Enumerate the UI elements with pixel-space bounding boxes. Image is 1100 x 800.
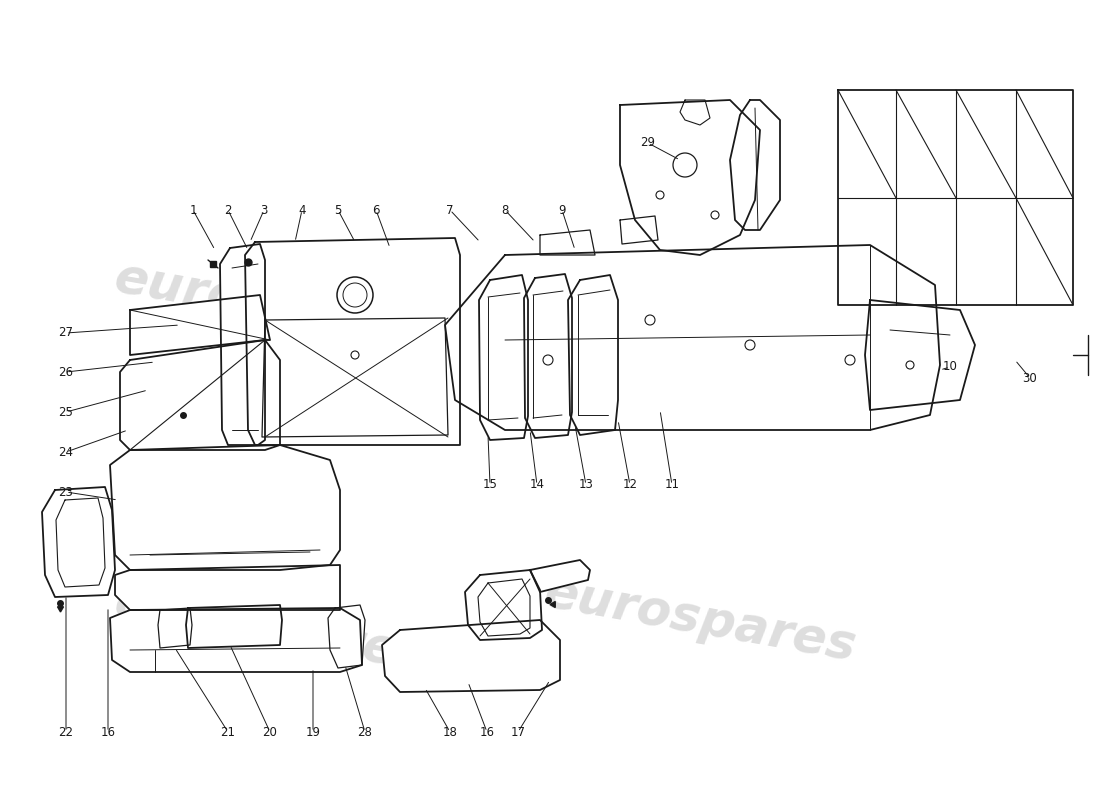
Polygon shape bbox=[620, 216, 658, 244]
Polygon shape bbox=[446, 245, 940, 430]
Text: 24: 24 bbox=[58, 446, 74, 458]
Polygon shape bbox=[158, 608, 192, 648]
Text: 8: 8 bbox=[502, 203, 508, 217]
Text: 21: 21 bbox=[220, 726, 235, 738]
Text: 30: 30 bbox=[1023, 371, 1037, 385]
Polygon shape bbox=[838, 90, 1072, 305]
Text: 20: 20 bbox=[263, 726, 277, 738]
Polygon shape bbox=[540, 230, 595, 255]
Polygon shape bbox=[478, 579, 530, 636]
Text: 22: 22 bbox=[58, 726, 74, 738]
Text: eurospares: eurospares bbox=[560, 244, 880, 346]
Polygon shape bbox=[56, 498, 104, 587]
Text: 13: 13 bbox=[579, 478, 593, 491]
Text: eurospares: eurospares bbox=[540, 569, 860, 671]
Text: 7: 7 bbox=[447, 203, 453, 217]
Text: 5: 5 bbox=[334, 203, 342, 217]
Text: 23: 23 bbox=[58, 486, 74, 498]
Text: 16: 16 bbox=[480, 726, 495, 738]
Text: 2: 2 bbox=[224, 203, 232, 217]
Text: 27: 27 bbox=[58, 326, 74, 339]
Text: 4: 4 bbox=[298, 203, 306, 217]
Text: eurospares: eurospares bbox=[110, 254, 430, 356]
Text: 29: 29 bbox=[640, 137, 656, 150]
Text: 12: 12 bbox=[623, 478, 638, 491]
Text: 14: 14 bbox=[529, 478, 544, 491]
Text: 15: 15 bbox=[483, 478, 497, 491]
Polygon shape bbox=[110, 445, 340, 570]
Polygon shape bbox=[680, 100, 710, 125]
Text: 26: 26 bbox=[58, 366, 74, 378]
Polygon shape bbox=[328, 605, 365, 668]
Polygon shape bbox=[524, 274, 572, 438]
Text: 10: 10 bbox=[943, 361, 957, 374]
Polygon shape bbox=[465, 570, 542, 640]
Polygon shape bbox=[382, 620, 560, 692]
Polygon shape bbox=[110, 608, 362, 672]
Text: 18: 18 bbox=[442, 726, 458, 738]
Polygon shape bbox=[262, 318, 448, 437]
Polygon shape bbox=[568, 275, 618, 435]
Text: 25: 25 bbox=[58, 406, 74, 418]
Polygon shape bbox=[530, 560, 590, 592]
Text: 19: 19 bbox=[306, 726, 320, 738]
Text: 11: 11 bbox=[664, 478, 680, 491]
Text: 28: 28 bbox=[358, 726, 373, 738]
Polygon shape bbox=[478, 275, 528, 440]
Polygon shape bbox=[620, 100, 760, 255]
Polygon shape bbox=[730, 100, 780, 230]
Text: 9: 9 bbox=[558, 203, 565, 217]
Polygon shape bbox=[220, 244, 265, 445]
Polygon shape bbox=[130, 295, 270, 355]
Polygon shape bbox=[116, 565, 340, 610]
Polygon shape bbox=[120, 340, 280, 450]
Polygon shape bbox=[245, 238, 460, 445]
Text: 16: 16 bbox=[100, 726, 116, 738]
Text: 3: 3 bbox=[261, 203, 267, 217]
Polygon shape bbox=[186, 605, 282, 648]
Text: 1: 1 bbox=[189, 203, 197, 217]
Polygon shape bbox=[865, 300, 975, 410]
Text: 17: 17 bbox=[510, 726, 526, 738]
Text: 6: 6 bbox=[372, 203, 379, 217]
Polygon shape bbox=[42, 487, 116, 597]
Text: eurospares: eurospares bbox=[110, 579, 430, 681]
